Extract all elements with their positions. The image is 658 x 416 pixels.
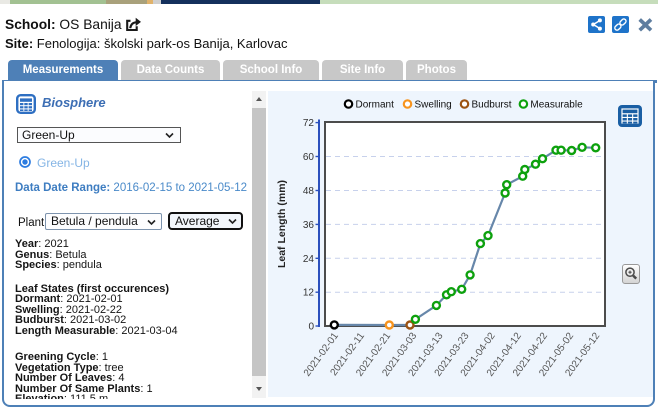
svg-text:60: 60 xyxy=(303,152,315,163)
svg-text:Budburst: Budburst xyxy=(472,100,512,111)
svg-text:Dormant: Dormant xyxy=(356,100,395,111)
svg-text:0: 0 xyxy=(308,322,314,333)
svg-text:Leaf Length (mm): Leaf Length (mm) xyxy=(276,180,288,268)
svg-text:36: 36 xyxy=(303,220,315,231)
svg-text:24: 24 xyxy=(303,254,315,265)
svg-text:48: 48 xyxy=(303,186,315,197)
svg-text:12: 12 xyxy=(303,288,315,299)
svg-text:Measurable: Measurable xyxy=(530,100,583,111)
svg-text:72: 72 xyxy=(303,118,315,129)
svg-text:Swelling: Swelling xyxy=(415,100,452,111)
